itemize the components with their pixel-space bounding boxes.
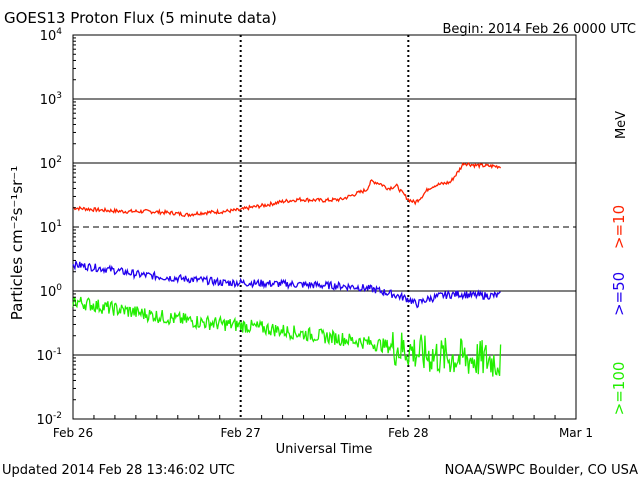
y-tick-label-3: 101 bbox=[40, 219, 62, 236]
x-tick-label-0: Feb 26 bbox=[53, 426, 93, 440]
data-source: NOAA/SWPC Boulder, CO USA bbox=[445, 463, 638, 478]
y-tick-label-5: 103 bbox=[40, 91, 62, 108]
x-axis-label: Universal Time bbox=[276, 442, 373, 457]
y-tick-label-1: 10-1 bbox=[36, 347, 62, 364]
y-tick-label-6: 104 bbox=[40, 27, 63, 44]
x-axis-ticks: Feb 26 Feb 27 Feb 28 Mar 1 bbox=[53, 415, 593, 440]
legend: >=10 >=50 >=100 bbox=[610, 205, 628, 415]
series-line-2 bbox=[72, 296, 502, 377]
series-group bbox=[72, 162, 502, 377]
updated-timestamp: Updated 2014 Feb 28 13:46:02 UTC bbox=[2, 463, 235, 478]
y-axis-label: Particles cm⁻²s⁻¹sr⁻¹ bbox=[8, 166, 26, 320]
grid-lines bbox=[73, 98, 576, 356]
x-tick-label-2: Feb 28 bbox=[388, 426, 428, 440]
x-tick-label-3: Mar 1 bbox=[559, 426, 593, 440]
day-separators bbox=[239, 35, 410, 419]
y-tick-label-4: 102 bbox=[40, 155, 62, 172]
y-tick-label-2: 100 bbox=[40, 283, 63, 300]
unit-label: MeV bbox=[614, 111, 629, 139]
chart-title: GOES13 Proton Flux (5 minute data) bbox=[4, 9, 277, 27]
series-line-1 bbox=[72, 260, 501, 309]
x-tick-label-1: Feb 27 bbox=[220, 426, 260, 440]
begin-label: Begin: 2014 Feb 26 0000 UTC bbox=[442, 22, 636, 37]
y-tick-label-0: 10-2 bbox=[36, 411, 62, 428]
legend-label-1: >=50 bbox=[610, 272, 628, 316]
y-axis-ticks: 10-2 10-1 100 101 102 103 104 bbox=[36, 27, 79, 428]
legend-label-0: >=10 bbox=[610, 205, 628, 249]
series-line-0 bbox=[72, 162, 502, 218]
legend-label-2: >=100 bbox=[610, 362, 628, 416]
